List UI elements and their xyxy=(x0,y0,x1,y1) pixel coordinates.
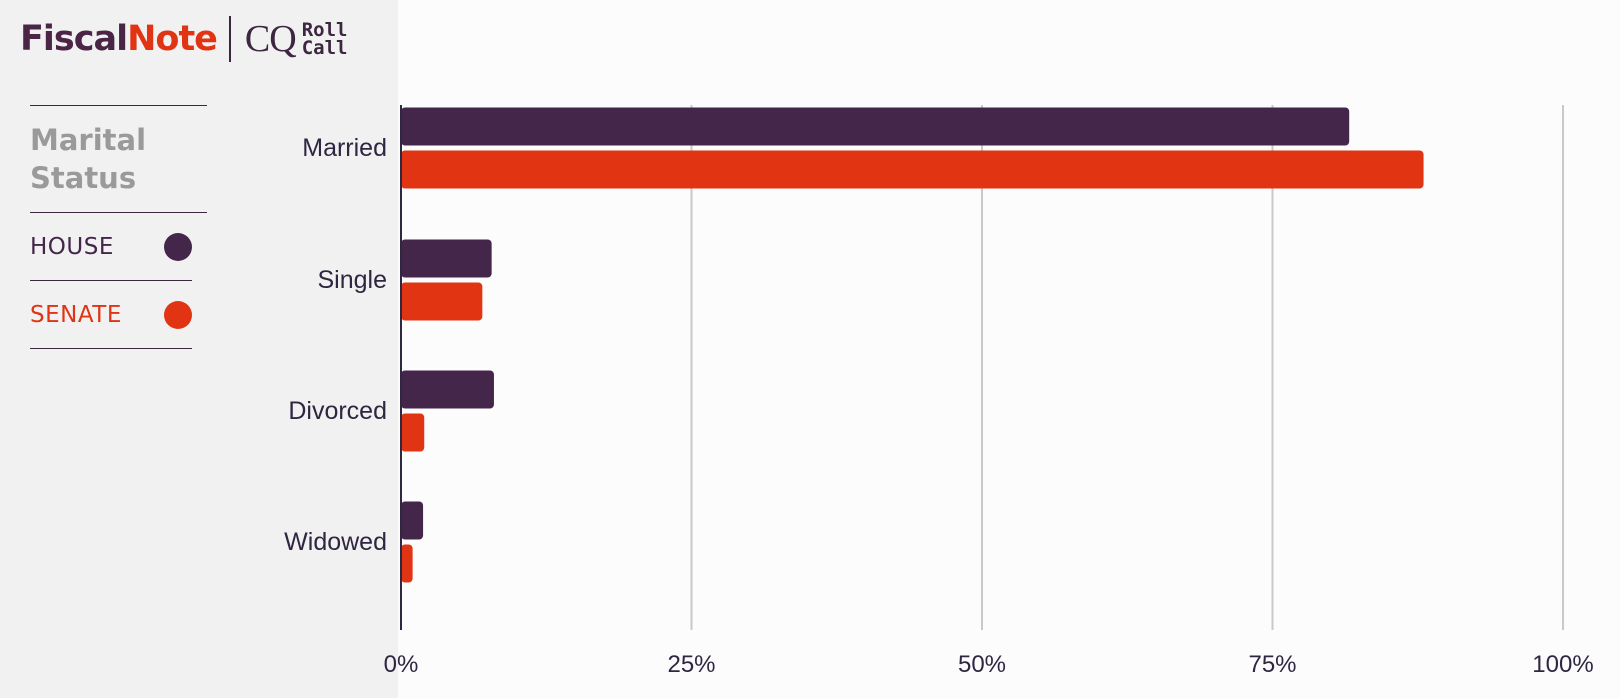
legend-title-line1: Marital xyxy=(30,123,147,157)
logo-note: Note xyxy=(127,19,218,59)
category-label: Divorced xyxy=(288,397,387,425)
category-label: Widowed xyxy=(284,528,387,556)
bar-senate xyxy=(401,544,413,583)
logo-roll: Roll xyxy=(301,19,348,41)
logo-fiscal: Fiscal xyxy=(20,19,128,59)
bar-senate xyxy=(401,413,425,452)
bar-house xyxy=(401,501,424,540)
legend-top-rule xyxy=(30,105,207,106)
legend-panel: Fiscal Note CQ Roll Call Marital Status H… xyxy=(0,0,398,698)
legend-label-senate: SENATE xyxy=(30,302,122,328)
legend-label-house: HOUSE xyxy=(30,234,114,260)
bar-senate xyxy=(401,150,1424,189)
bar-house xyxy=(401,107,1350,146)
x-tick-label: 50% xyxy=(958,651,1006,678)
bar-house xyxy=(401,239,492,278)
bar-house xyxy=(401,370,494,409)
legend-bottom-rule xyxy=(30,348,192,349)
x-tick-label: 25% xyxy=(667,651,715,678)
legend-dot-house xyxy=(164,233,192,261)
logo-cq: CQ xyxy=(244,18,297,60)
x-tick-label: 100% xyxy=(1532,651,1593,678)
brand-logo: Fiscal Note CQ Roll Call xyxy=(20,16,347,62)
category-label: Single xyxy=(318,266,388,294)
bar-senate xyxy=(401,282,483,321)
x-tick-label: 75% xyxy=(1248,651,1296,678)
legend-title-line2: Status xyxy=(30,161,137,195)
legend-dot-senate xyxy=(164,301,192,329)
legend-title: Marital Status xyxy=(30,121,210,197)
x-tick-label: 0% xyxy=(384,651,419,678)
logo-call: Call xyxy=(301,37,348,59)
logo-roll-call: Roll Call xyxy=(301,19,348,59)
legend-item-rule xyxy=(30,280,192,281)
logo-divider xyxy=(228,16,231,62)
legend-title-rule xyxy=(30,212,207,213)
category-label: Married xyxy=(302,134,387,162)
legend-item-house[interactable]: HOUSE xyxy=(30,214,192,280)
legend-item-senate[interactable]: SENATE xyxy=(30,282,192,348)
